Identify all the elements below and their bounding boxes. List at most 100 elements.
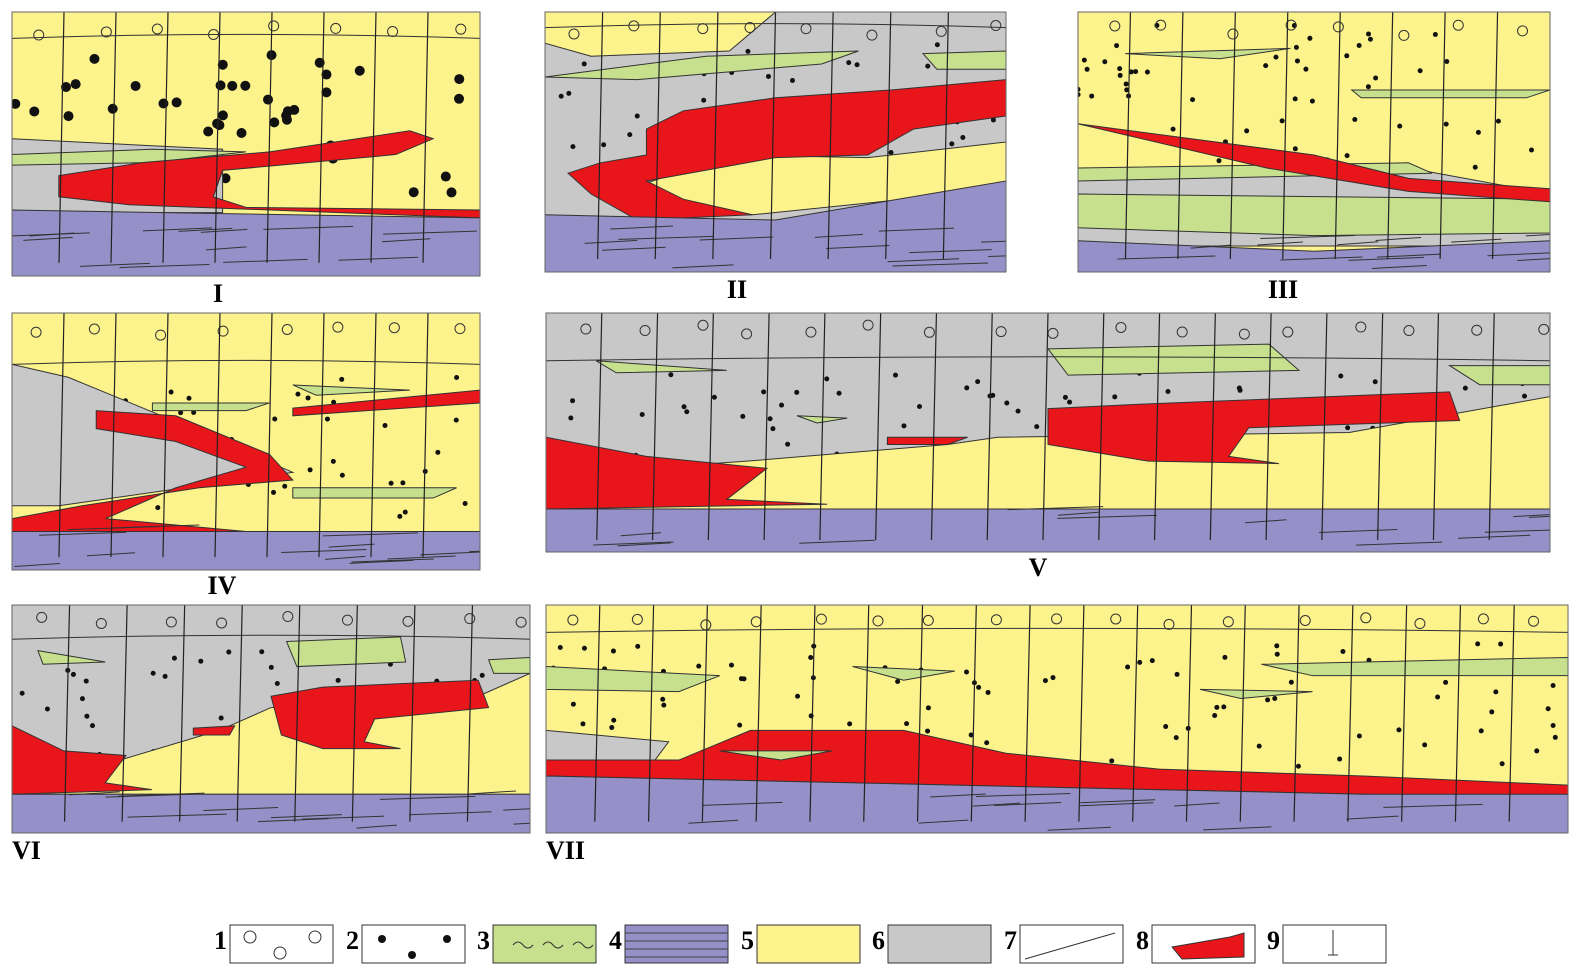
dot bbox=[435, 450, 440, 455]
dot bbox=[1273, 55, 1278, 60]
layer bbox=[1048, 344, 1299, 375]
panel bbox=[545, 12, 1069, 272]
dot bbox=[855, 62, 860, 67]
dot bbox=[1257, 744, 1262, 749]
dot bbox=[45, 706, 50, 711]
dot bbox=[1114, 43, 1119, 48]
dot bbox=[1137, 660, 1142, 665]
dot bbox=[1212, 713, 1217, 718]
legend-swatch bbox=[757, 925, 860, 963]
dot bbox=[1150, 658, 1155, 663]
dot bbox=[1479, 728, 1484, 733]
dot bbox=[454, 74, 464, 84]
dot bbox=[964, 669, 969, 674]
dot bbox=[71, 79, 81, 89]
dot bbox=[340, 473, 345, 478]
dot bbox=[889, 150, 894, 155]
dot bbox=[169, 390, 174, 395]
dot bbox=[1444, 122, 1449, 127]
dot bbox=[682, 404, 687, 409]
dot bbox=[1476, 130, 1481, 135]
dot bbox=[1337, 757, 1342, 762]
dot bbox=[1124, 81, 1129, 86]
dot bbox=[1145, 70, 1150, 75]
dot bbox=[1174, 735, 1179, 740]
panel-label: IV bbox=[208, 571, 237, 600]
dot bbox=[794, 390, 799, 395]
dot bbox=[282, 115, 292, 125]
dot bbox=[558, 645, 563, 650]
dot bbox=[1551, 683, 1556, 688]
dot bbox=[1217, 158, 1222, 163]
dot bbox=[1489, 709, 1494, 714]
dot bbox=[1165, 389, 1170, 394]
dot bbox=[1435, 695, 1440, 700]
dot bbox=[1493, 689, 1498, 694]
dot bbox=[745, 49, 750, 54]
dot bbox=[397, 514, 402, 519]
panel bbox=[545, 605, 1568, 833]
legend-dot bbox=[408, 951, 416, 959]
dot bbox=[580, 721, 585, 726]
dot bbox=[64, 111, 74, 121]
dot bbox=[1295, 58, 1300, 63]
dot bbox=[661, 703, 666, 708]
dot bbox=[668, 372, 673, 377]
dot bbox=[158, 99, 168, 109]
dot bbox=[269, 117, 279, 127]
dot bbox=[739, 676, 744, 681]
layer bbox=[1352, 90, 1550, 98]
legend-swatch bbox=[1283, 925, 1386, 963]
legend-swatch bbox=[888, 925, 991, 963]
dot bbox=[306, 395, 311, 400]
dot bbox=[837, 391, 842, 396]
dot bbox=[325, 417, 330, 422]
dot bbox=[1272, 696, 1277, 701]
dot bbox=[480, 673, 485, 678]
dot bbox=[601, 142, 606, 147]
dot bbox=[1303, 67, 1308, 72]
dot bbox=[1265, 697, 1270, 702]
dot bbox=[237, 128, 247, 138]
panel bbox=[10, 12, 480, 276]
dot bbox=[904, 721, 909, 726]
legend-dot bbox=[443, 935, 451, 943]
dot bbox=[935, 42, 940, 47]
dot bbox=[29, 106, 39, 116]
dot bbox=[80, 696, 85, 701]
dot bbox=[1237, 386, 1242, 391]
dot bbox=[1263, 63, 1268, 68]
dot bbox=[131, 81, 141, 91]
dot bbox=[1112, 394, 1117, 399]
dot bbox=[571, 702, 576, 707]
dot bbox=[901, 423, 906, 428]
dot bbox=[172, 656, 177, 661]
dot bbox=[917, 404, 922, 409]
dot bbox=[926, 705, 931, 710]
panel bbox=[12, 313, 568, 570]
dot bbox=[847, 721, 852, 726]
dot bbox=[1418, 68, 1423, 73]
dot bbox=[1043, 678, 1048, 683]
dot bbox=[71, 672, 76, 677]
dot bbox=[454, 375, 459, 380]
dot bbox=[570, 398, 575, 403]
dot bbox=[611, 649, 616, 654]
legend-number: 7 bbox=[1004, 926, 1017, 955]
dot bbox=[925, 729, 930, 734]
dot bbox=[219, 716, 224, 721]
dot bbox=[1296, 764, 1301, 769]
dot bbox=[454, 418, 459, 423]
dot bbox=[1373, 75, 1378, 80]
layer bbox=[1078, 194, 1550, 236]
dot bbox=[1154, 23, 1159, 28]
dot bbox=[263, 95, 273, 105]
dot bbox=[1345, 153, 1350, 158]
dot bbox=[790, 78, 795, 83]
dot bbox=[272, 417, 277, 422]
dot bbox=[1063, 395, 1068, 400]
layer bbox=[546, 509, 1550, 552]
dot bbox=[403, 510, 408, 515]
legend-number: 1 bbox=[214, 926, 227, 955]
dot bbox=[389, 481, 394, 486]
